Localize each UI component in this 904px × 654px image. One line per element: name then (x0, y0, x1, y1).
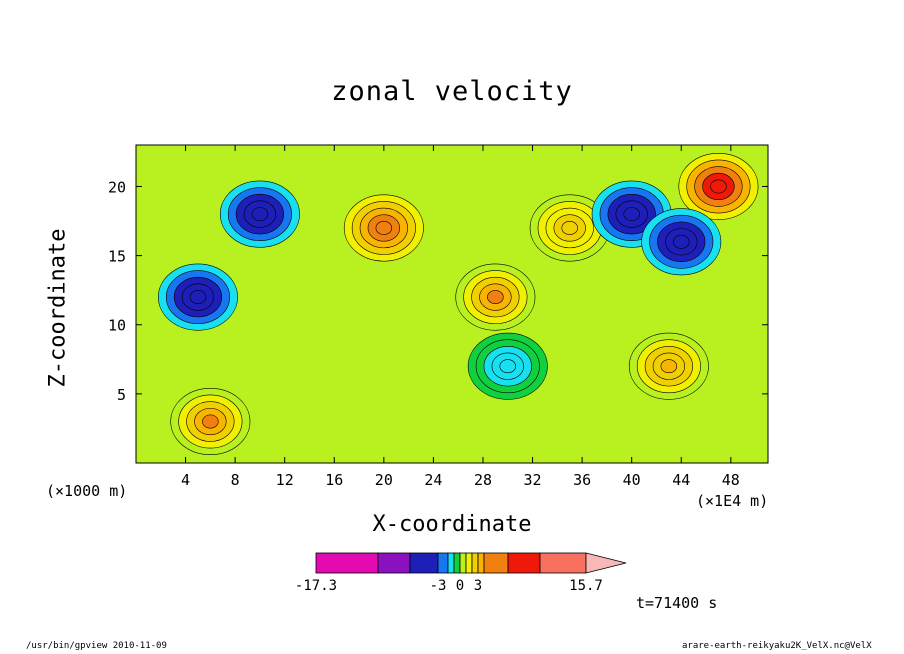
x-tick-label: 4 (181, 471, 190, 489)
x-ticks: 4 8 12 16 20 24 28 32 36 40 44 48 (181, 145, 740, 489)
chart-title: zonal velocity (331, 76, 573, 107)
contour-feature (343, 194, 424, 262)
colorbar-label: -17.3 (295, 578, 337, 594)
contour-feature (641, 208, 722, 276)
contour-field (136, 145, 768, 463)
x-tick-label: 12 (276, 471, 294, 489)
footer-right: arare-earth-reikyaku2K_VelX.nc@VelX (682, 641, 872, 651)
contour-feature (170, 388, 251, 456)
colorbar-segment (471, 552, 479, 574)
contour-feature (529, 194, 610, 262)
x-axis-unit-left: (×1000 m) (46, 482, 128, 500)
contour-feature (219, 180, 300, 248)
y-ticks: 5 10 15 20 (108, 178, 768, 404)
colorbar-segment (483, 552, 509, 574)
x-tick-label: 28 (474, 471, 492, 489)
colorbar-label: 3 (474, 578, 482, 594)
time-label: t=71400 s (636, 594, 718, 612)
x-axis-unit-right: (×1E4 m) (696, 492, 769, 510)
y-tick-label: 20 (108, 178, 126, 196)
x-tick-label: 48 (722, 471, 740, 489)
contour-feature (455, 263, 536, 331)
colorbar-segment (453, 552, 461, 574)
colorbar-segment (477, 552, 485, 574)
x-tick-label: 8 (231, 471, 240, 489)
colorbar-segment (315, 552, 379, 574)
x-tick-label: 44 (672, 471, 690, 489)
contour-feature (628, 332, 709, 400)
plot-frame (135, 144, 769, 464)
colorbar-segment (377, 552, 411, 574)
colorbar-segment (459, 552, 467, 574)
colorbar-label: 15.7 (569, 578, 603, 594)
y-tick-label: 10 (108, 317, 126, 335)
x-tick-label: 40 (623, 471, 641, 489)
colorbar-label: -3 (430, 578, 447, 594)
x-tick-label: 20 (375, 471, 393, 489)
y-tick-label: 5 (117, 386, 126, 404)
colorbar-segment (465, 552, 473, 574)
y-tick-label: 15 (108, 248, 126, 266)
colorbar-segment (437, 552, 449, 574)
colorbar: -17.3 -3 0 3 15.7 (295, 552, 627, 594)
colorbar-segment (409, 552, 439, 574)
contour-feature (467, 332, 548, 400)
contour-feature (158, 263, 238, 331)
colorbar-segment (539, 552, 587, 574)
x-tick-label: 36 (573, 471, 591, 489)
x-tick-label: 16 (325, 471, 343, 489)
contour-feature (678, 152, 759, 220)
colorbar-label: 0 (456, 578, 464, 594)
colorbar-segment (507, 552, 541, 574)
x-tick-label: 24 (424, 471, 442, 489)
x-tick-label: 32 (524, 471, 542, 489)
colorbar-segment (447, 552, 455, 574)
x-axis-label: X-coordinate (372, 512, 532, 537)
colorbar-arrow (585, 552, 627, 574)
footer-left: /usr/bin/gpview 2010-11-09 (26, 641, 167, 651)
